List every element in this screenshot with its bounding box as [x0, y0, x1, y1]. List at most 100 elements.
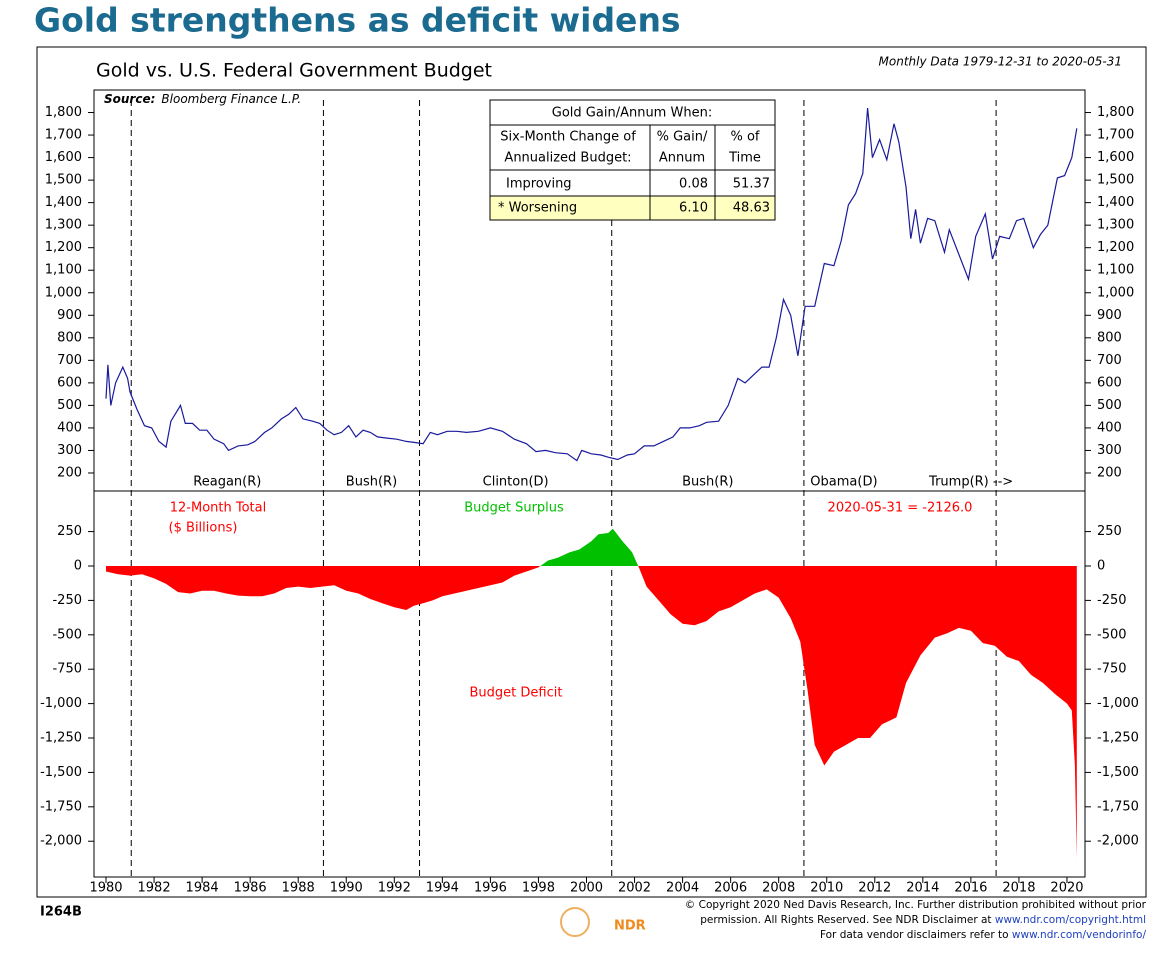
regime-label: Clinton(D) — [483, 475, 549, 490]
y-tick-label: 400 — [57, 420, 82, 435]
x-tick-label: 1996 — [474, 881, 507, 896]
copyright: For data vendor disclaimers refer to www… — [820, 929, 1146, 941]
y-tick-label: -1,500 — [1097, 765, 1139, 780]
y-tick-label: 1,700 — [1097, 128, 1134, 143]
x-tick-label: 1990 — [330, 881, 363, 896]
table-header: Annum — [659, 151, 705, 166]
x-tick-label: 1994 — [426, 881, 459, 896]
chart-code: I264B — [40, 905, 82, 920]
table-cell: * Worsening — [498, 201, 577, 216]
y-tick-label: -750 — [1097, 662, 1127, 677]
y-tick-label: 400 — [1097, 420, 1122, 435]
y-tick-label: 600 — [1097, 375, 1122, 390]
y-tick-label: 1,700 — [45, 128, 82, 143]
y-tick-label: -1,750 — [40, 799, 82, 814]
link[interactable]: www.ndr.com/copyright.html — [995, 914, 1146, 926]
x-tick-label: 2006 — [714, 881, 747, 896]
y-tick-label: 1,200 — [1097, 240, 1134, 255]
y-tick-label: 700 — [1097, 353, 1122, 368]
y-tick-label: 250 — [1097, 524, 1122, 539]
y-tick-label: -1,500 — [40, 765, 82, 780]
logo: NDR — [614, 919, 646, 934]
x-tick-label: 2008 — [762, 881, 795, 896]
y-tick-label: 500 — [57, 398, 82, 413]
y-tick-label: -250 — [1097, 593, 1127, 608]
highlight-row — [489, 195, 776, 221]
table-header: % of — [730, 130, 759, 145]
table-cell: 48.63 — [733, 201, 770, 216]
regime-label: Reagan(R) — [193, 475, 261, 490]
surplus-area — [106, 528, 1077, 566]
frame — [36, 46, 1147, 898]
annotation: ($ Billions) — [169, 521, 238, 536]
x-tick-label: 2002 — [618, 881, 651, 896]
x-tick-label: 1984 — [186, 881, 219, 896]
y-tick-label: 1,800 — [1097, 105, 1134, 120]
y-tick-label: 0 — [74, 558, 82, 573]
gold-line — [105, 107, 1078, 462]
x-tick-label: 1988 — [282, 881, 315, 896]
regime-label: Obama(D) — [810, 475, 877, 490]
y-tick-label: 200 — [57, 465, 82, 480]
annotation: Budget Surplus — [464, 501, 564, 516]
y-tick-label: 800 — [57, 330, 82, 345]
y-tick-label: 1,800 — [45, 105, 82, 120]
x-tick-label: 2016 — [954, 881, 987, 896]
y-tick-label: -1,750 — [1097, 799, 1139, 814]
y-tick-label: -750 — [52, 662, 82, 677]
annotation: Budget Deficit — [470, 686, 563, 701]
y-tick-label: 1,400 — [1097, 195, 1134, 210]
y-tick-label: 1,500 — [1097, 173, 1134, 188]
y-tick-label: 800 — [1097, 330, 1122, 345]
y-tick-label: 1,300 — [45, 218, 82, 233]
copyright-text: For data vendor disclaimers refer to — [820, 929, 1012, 941]
y-tick-label: 1,600 — [45, 150, 82, 165]
page-title: Gold strengthens as deficit widens — [34, 1, 681, 40]
annotation: 12-Month Total — [170, 501, 266, 516]
y-tick-label: -2,000 — [1097, 834, 1139, 849]
table-header: % Gain/ — [657, 130, 708, 145]
subtitle: Gold vs. U.S. Federal Government Budget — [96, 60, 492, 82]
y-tick-label: 500 — [1097, 398, 1122, 413]
y-tick-label: 1,200 — [45, 240, 82, 255]
y-tick-label: 200 — [1097, 465, 1122, 480]
copyright-text: permission. All Rights Reserved. See NDR… — [700, 914, 995, 926]
table-header: Annualized Budget: — [504, 151, 631, 166]
y-tick-label: 1,500 — [45, 173, 82, 188]
table-cell: Improving — [506, 177, 572, 192]
x-tick-label: 2012 — [858, 881, 891, 896]
copyright: permission. All Rights Reserved. See NDR… — [700, 914, 1146, 926]
y-tick-label: -500 — [1097, 627, 1127, 642]
y-tick-label: 0 — [1097, 558, 1105, 573]
y-tick-label: 1,000 — [1097, 285, 1134, 300]
stats-table: Gold Gain/Annum When: Six-Month Change o… — [489, 99, 776, 221]
regime-label: Bush(R) — [682, 475, 733, 490]
copyright: © Copyright 2020 Ned Davis Research, Inc… — [685, 899, 1147, 911]
y-tick-label: -1,250 — [40, 731, 82, 746]
table-cell: 6.10 — [679, 201, 708, 216]
y-tick-label: 300 — [57, 443, 82, 458]
y-tick-label: 300 — [1097, 443, 1122, 458]
y-tick-label: 1,000 — [45, 285, 82, 300]
y-tick-label: 1,400 — [45, 195, 82, 210]
y-tick-label: -1,000 — [40, 696, 82, 711]
annotation: 2020-05-31 = -2126.0 — [828, 501, 973, 516]
y-tick-label: -2,000 — [40, 834, 82, 849]
deficit-area — [106, 565, 1077, 859]
table-cell: 51.37 — [733, 177, 770, 192]
period: Monthly Data 1979-12-31 to 2020-05-31 — [879, 55, 1122, 69]
x-tick-label: 1986 — [234, 881, 267, 896]
link[interactable]: www.ndr.com/vendorinfo/ — [1012, 929, 1147, 941]
y-tick-label: -250 — [52, 593, 82, 608]
logo-icon — [560, 907, 590, 937]
table-header: Time — [728, 151, 761, 166]
y-tick-label: 900 — [57, 308, 82, 323]
y-tick-label: 700 — [57, 353, 82, 368]
y-tick-label: 1,100 — [45, 263, 82, 278]
x-tick-label: 2010 — [810, 881, 843, 896]
x-tick-label: 1980 — [89, 881, 122, 896]
x-tick-label: 2018 — [1002, 881, 1035, 896]
table-header: Six-Month Change of — [500, 130, 636, 145]
y-tick-label: -500 — [52, 627, 82, 642]
x-tick-label: 1992 — [378, 881, 411, 896]
